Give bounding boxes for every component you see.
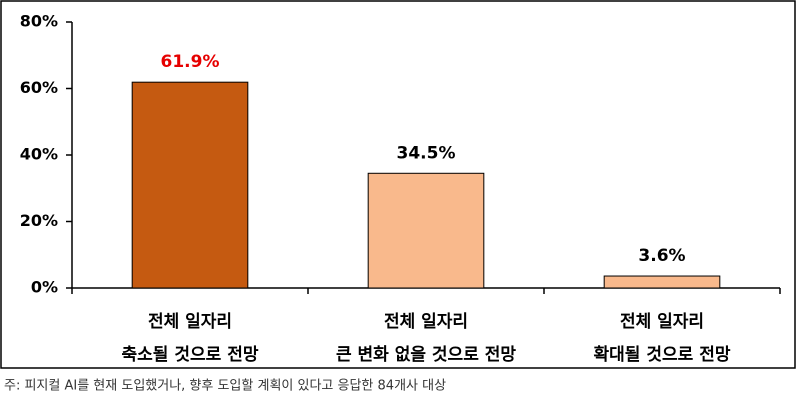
bar — [367, 172, 485, 289]
x-tick-label: 전체 일자리 — [384, 312, 468, 332]
footnote: 주: 피지컬 AI를 현재 도입했거나, 향후 도입할 계획이 있다고 응답한 … — [4, 378, 446, 394]
x-tick-label: 확대될 것으로 전망 — [594, 345, 731, 365]
bar — [603, 275, 721, 289]
x-tick-label: 전체 일자리 — [620, 312, 704, 332]
x-tick-label: 전체 일자리 — [148, 312, 232, 332]
value-label: 34.5% — [397, 143, 456, 163]
y-tick-label: 20% — [20, 211, 58, 230]
y-tick-label: 0% — [31, 278, 58, 297]
value-label: 61.9% — [161, 52, 220, 72]
value-label: 3.6% — [638, 246, 685, 266]
y-tick-label: 80% — [20, 12, 58, 31]
y-tick-label: 40% — [20, 145, 58, 164]
y-tick-label: 60% — [20, 78, 58, 97]
x-tick-label: 큰 변화 없을 것으로 전망 — [336, 345, 516, 365]
chart-border — [0, 0, 796, 369]
bar — [131, 81, 249, 289]
x-tick-label: 축소될 것으로 전망 — [122, 345, 259, 365]
